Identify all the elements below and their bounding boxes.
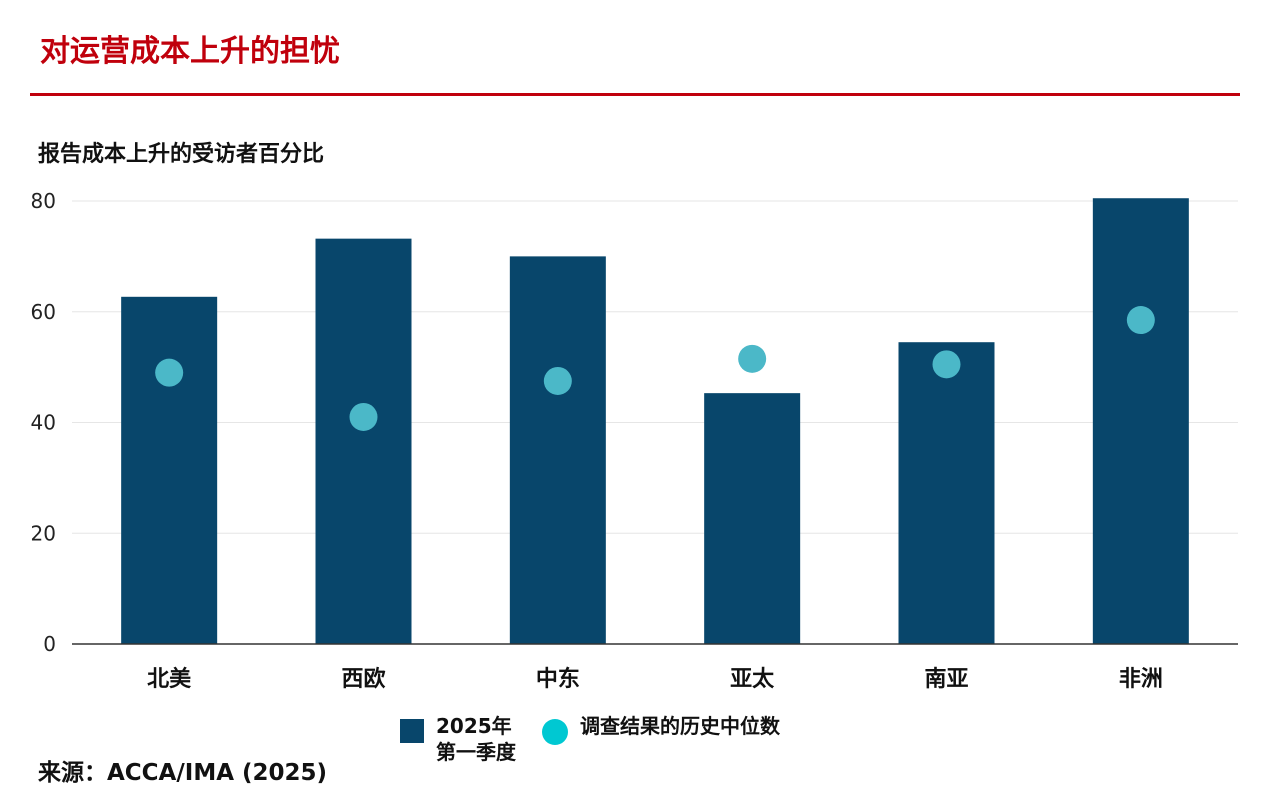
- source-note: 来源：ACCA/IMA (2025): [38, 760, 328, 786]
- bar: [509, 256, 606, 644]
- x-tick-label: 西欧: [341, 666, 385, 692]
- legend-label-bar-line1: 2025年: [436, 714, 512, 738]
- bar: [704, 393, 801, 644]
- legend-label-dot: 调查结果的历史中位数: [580, 714, 780, 738]
- legend-swatch-dot: [542, 719, 568, 745]
- legend-label-bar: 2025年 第一季度: [436, 713, 516, 765]
- bar: [898, 342, 995, 644]
- bar: [1092, 198, 1189, 644]
- legend-swatch-bar: [400, 719, 424, 743]
- legend-item-bar: 2025年 第一季度: [400, 713, 516, 765]
- y-tick-label: 20: [31, 521, 56, 545]
- x-tick-label: 亚太: [730, 667, 775, 692]
- x-tick-label: 南亚: [924, 667, 968, 692]
- x-tick-label: 非洲: [1119, 667, 1163, 692]
- chart-title: 对运营成本上升的担忧: [40, 34, 340, 69]
- median-dot: [155, 358, 184, 387]
- legend-label-bar-line2: 第一季度: [436, 740, 516, 764]
- x-tick-label: 北美: [147, 666, 192, 692]
- legend-item-dot: 调查结果的历史中位数: [542, 713, 780, 745]
- median-dot: [738, 344, 767, 373]
- title-divider: [30, 93, 1240, 96]
- y-tick-label: 40: [31, 411, 56, 435]
- median-dot: [932, 350, 961, 379]
- y-tick-label: 80: [31, 189, 56, 213]
- legend: 2025年 第一季度 调查结果的历史中位数: [400, 713, 780, 765]
- y-tick-label: 60: [31, 300, 56, 324]
- y-tick-label: 0: [43, 632, 56, 656]
- x-tick-label: 中东: [536, 666, 580, 692]
- median-dot: [543, 366, 572, 395]
- chart-subtitle: 报告成本上升的受访者百分比: [38, 142, 325, 167]
- median-dot: [349, 402, 378, 431]
- bar: [121, 296, 218, 644]
- median-dot: [1126, 306, 1155, 335]
- bar: [315, 238, 412, 644]
